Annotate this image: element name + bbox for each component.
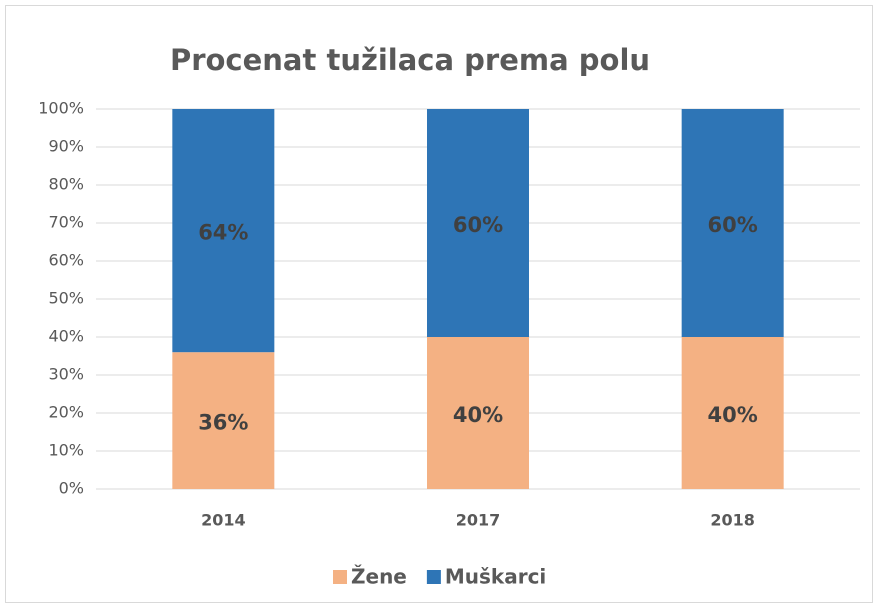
bar-segment — [427, 337, 529, 489]
data-label: 40% — [453, 403, 503, 427]
y-tick-label: 80% — [48, 175, 84, 194]
y-tick-label: 100% — [38, 99, 84, 118]
y-tick-label: 30% — [48, 365, 84, 384]
bar-segment — [172, 109, 275, 353]
data-label: 64% — [198, 221, 248, 245]
y-tick-label: 50% — [48, 289, 84, 308]
y-tick-label: 90% — [48, 137, 84, 156]
y-tick-label: 10% — [48, 441, 84, 460]
data-label: 60% — [708, 213, 758, 237]
data-label: 36% — [198, 411, 248, 435]
bar-segment — [681, 337, 784, 489]
chart-title: Procenat tužilaca prema polu — [170, 43, 650, 77]
x-tick-label: 2017 — [456, 511, 501, 530]
legend-swatch — [333, 570, 347, 584]
legend-label: Muškarci — [445, 565, 546, 589]
bar-segment — [427, 109, 529, 337]
legend-swatch — [426, 570, 441, 584]
y-tick-label: 20% — [48, 403, 84, 422]
bar-segment — [172, 352, 275, 489]
data-label: 40% — [708, 403, 758, 427]
y-tick-label: 40% — [48, 327, 84, 346]
y-tick-label: 60% — [48, 251, 84, 270]
data-label: 60% — [453, 213, 503, 237]
bar-segment — [681, 109, 784, 337]
x-tick-label: 2014 — [201, 511, 246, 530]
y-tick-label: 70% — [48, 213, 84, 232]
x-tick-label: 2018 — [710, 511, 755, 530]
legend-label: Žene — [351, 565, 407, 589]
y-tick-label: 0% — [59, 479, 84, 498]
